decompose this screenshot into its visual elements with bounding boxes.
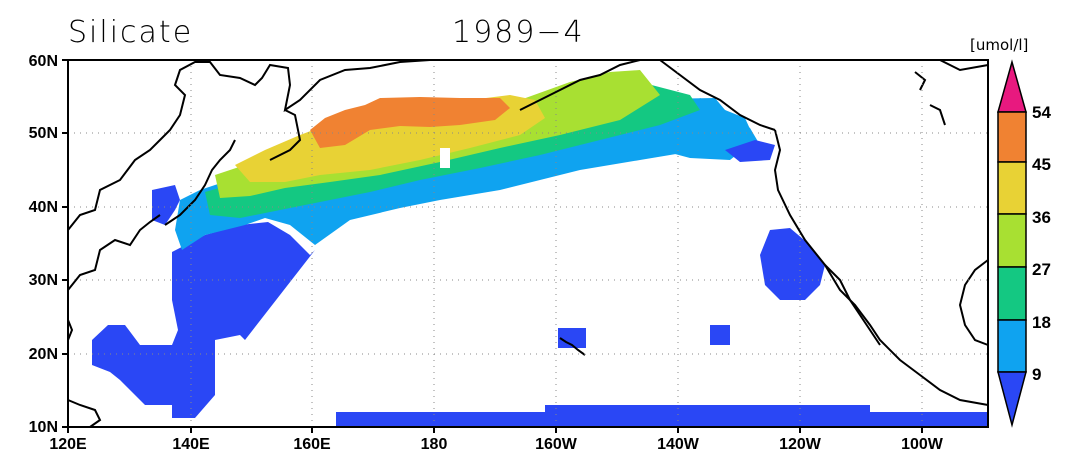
island-hawaii [559,337,586,356]
colorbar-label: 45 [1032,155,1051,174]
variable-title: Silicate [68,15,193,50]
colorbar-segment [997,111,1027,163]
coast-asia [67,59,431,231]
coast-philippines [67,399,102,428]
y-tick-label: 60N [29,53,58,70]
x-tick-label: 100W [901,436,944,453]
x-tick-label: 120W [779,436,822,453]
coast-korea-china [67,214,161,291]
coast-alaska [659,59,776,131]
coast-alaska-top [939,59,989,72]
colorbar-extend-min [997,371,1027,428]
coast-na-west [773,129,989,406]
colorbar-extend-max [997,59,1027,113]
coast-japan [164,139,236,226]
x-tick-label: 180 [421,436,448,453]
y-tick-label: 20N [29,346,58,363]
x-tick-label: 160W [535,436,578,453]
contour-band-45-54 [310,97,510,148]
colorbar-label: 9 [1032,365,1041,384]
colorbar-segment [997,266,1027,321]
x-tick-label: 140E [172,436,210,453]
contour-band-0-9-alaska [725,140,775,162]
colorbar-segment [997,213,1027,268]
coast-taiwan [67,319,74,341]
colorbar-segment [997,319,1027,373]
y-tick-labels: 10N 20N 30N 40N 50N 60N [29,53,58,436]
y-tick-label: 10N [29,419,58,436]
x-tick-label: 160E [293,436,331,453]
contour-band-0-9-hawaii [558,328,586,348]
contour-band-0-9-small [710,325,730,345]
map-frame [67,59,989,428]
period-title: 1989−4 [452,15,585,50]
coast-baja [824,264,881,346]
colorbar-label: 54 [1032,103,1051,122]
coastlines [67,59,989,428]
colorbar-label: 18 [1032,313,1051,332]
y-tick-label: 30N [29,272,58,289]
contour-band-9-18-east [660,98,755,160]
y-tick-label: 50N [29,125,58,142]
contour-fields [92,70,988,427]
y-tick-label: 40N [29,199,58,216]
unit-label: [umol/l] [970,36,1028,54]
colorbar-label: 27 [1032,260,1051,279]
map-panel: 120E 140E 160E 180 160W 140W 120W 100W 1… [29,53,989,453]
x-tick-label: 140W [657,436,700,453]
contour-band-0-9-equatorial [336,412,988,427]
coast-mexico-gulf [958,259,989,346]
contour-band-0-9-west [92,222,315,418]
island-vancouver [914,71,927,91]
island-misc [929,104,946,126]
colorbar-segment [997,161,1027,215]
x-tick-label: 120E [49,436,87,453]
x-tick-labels: 120E 140E 160E 180 160W 140W 120W 100W [49,436,943,453]
colorbar: 54 45 36 27 18 9 [997,59,1051,428]
ticks [62,59,923,433]
colorbar-label: 36 [1032,208,1051,227]
coast-kamchatka [269,109,302,161]
coast-aleutians [519,59,641,111]
